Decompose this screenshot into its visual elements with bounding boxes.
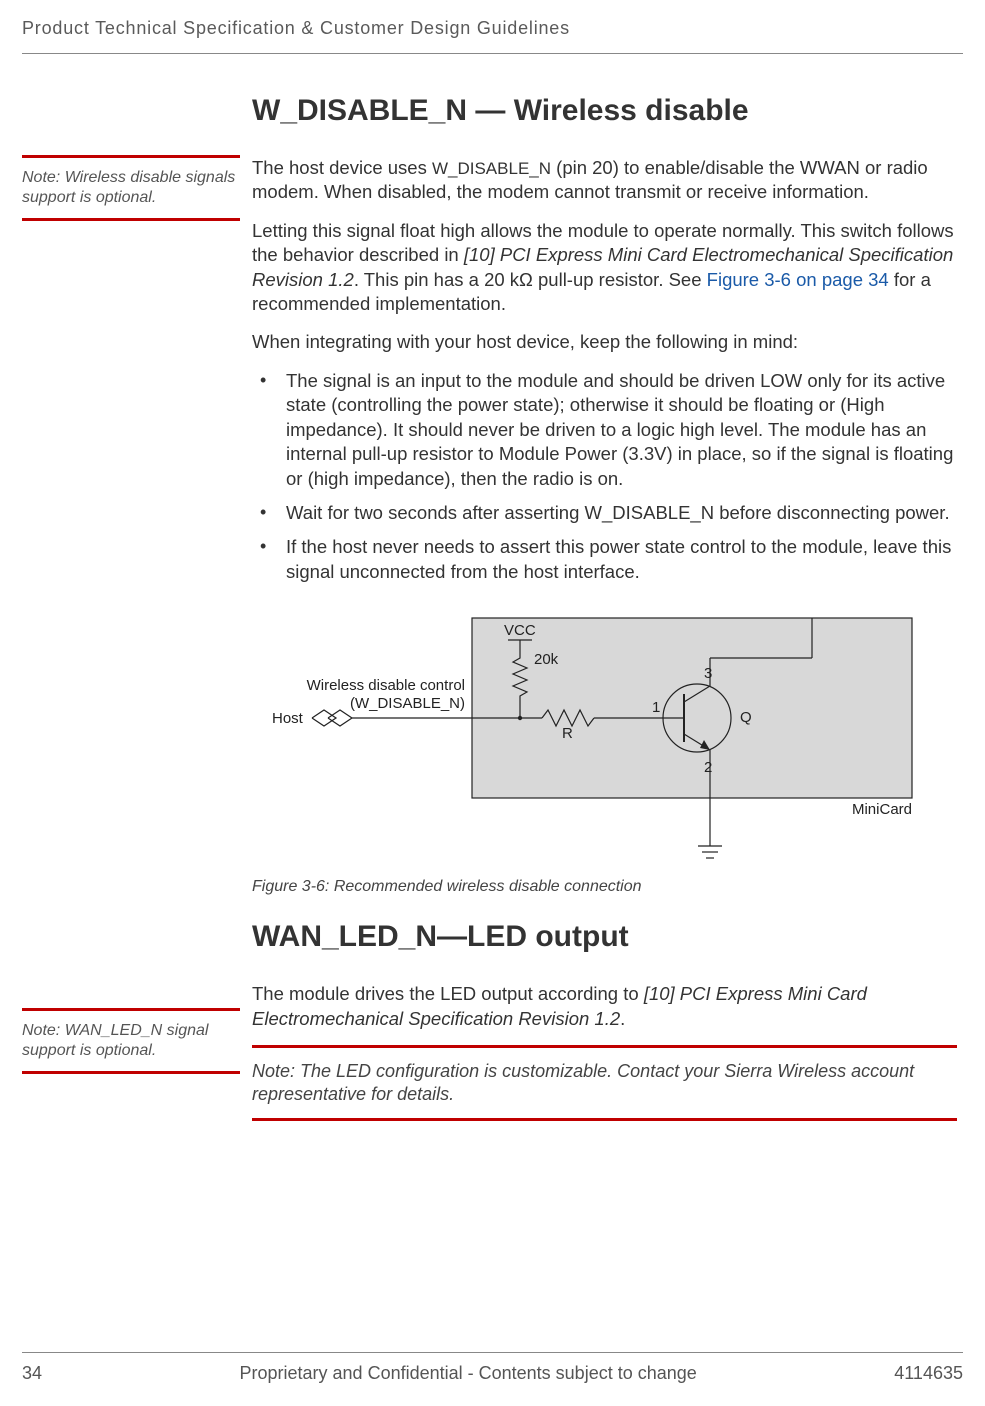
bullet-item: If the host never needs to assert this p… bbox=[252, 535, 957, 584]
label-pin1: 1 bbox=[652, 699, 660, 716]
inline-note-led: Note: The LED configuration is customiza… bbox=[252, 1045, 957, 1121]
page-header: Product Technical Specification & Custom… bbox=[22, 18, 963, 54]
label-pin2: 2 bbox=[704, 759, 712, 776]
para-3: When integrating with your host device, … bbox=[252, 330, 957, 354]
section-title-wdisable: W_DISABLE_N — Wireless disable bbox=[252, 94, 957, 128]
figure-caption: Figure 3-6: Recommended wireless disable… bbox=[252, 878, 957, 896]
label-control2: (W_DISABLE_N) bbox=[350, 695, 465, 712]
para-wanled-1: The module drives the LED output accordi… bbox=[252, 982, 957, 1031]
text: . bbox=[620, 1008, 625, 1029]
label-vcc: VCC bbox=[504, 622, 536, 639]
text: The module drives the LED output accordi… bbox=[252, 983, 644, 1004]
bullet-item: Wait for two seconds after asserting W_D… bbox=[252, 501, 957, 525]
label-minicard: MiniCard bbox=[852, 801, 912, 818]
text: The host device uses bbox=[252, 157, 432, 178]
label-host: Host bbox=[272, 710, 304, 727]
figure-link[interactable]: Figure 3-6 on page 34 bbox=[707, 269, 889, 290]
label-q: Q bbox=[740, 709, 752, 726]
bullet-list: The signal is an input to the module and… bbox=[252, 369, 957, 584]
label-control1: Wireless disable control bbox=[307, 677, 465, 694]
signal-name: W_DISABLE_N bbox=[432, 159, 551, 178]
label-r: R bbox=[562, 725, 573, 742]
footer-page: 34 bbox=[22, 1363, 42, 1384]
bullet-item: The signal is an input to the module and… bbox=[252, 369, 957, 491]
margin-note-wanled: Note: WAN_LED_N signal support is option… bbox=[22, 1008, 240, 1074]
para-1: The host device uses W_DISABLE_N (pin 20… bbox=[252, 156, 957, 205]
margin-note-wdisable: Note: Wireless disable signals support i… bbox=[22, 155, 240, 221]
footer-center: Proprietary and Confidential - Contents … bbox=[240, 1363, 697, 1384]
circuit-diagram-svg: VCC 20k Host Wireless disable control (W… bbox=[252, 598, 962, 868]
page-footer: 34 Proprietary and Confidential - Conten… bbox=[22, 1352, 963, 1384]
section-title-wanled: WAN_LED_N—LED output bbox=[252, 920, 957, 954]
label-pin3: 3 bbox=[704, 665, 712, 682]
main-column: W_DISABLE_N — Wireless disable The host … bbox=[252, 94, 957, 1121]
figure-wireless-disable: VCC 20k Host Wireless disable control (W… bbox=[252, 598, 957, 868]
para-2: Letting this signal float high allows th… bbox=[252, 219, 957, 317]
label-20k: 20k bbox=[534, 651, 559, 668]
footer-docid: 4114635 bbox=[894, 1363, 963, 1384]
text: . This pin has a 20 kΩ pull-up resistor.… bbox=[354, 269, 707, 290]
